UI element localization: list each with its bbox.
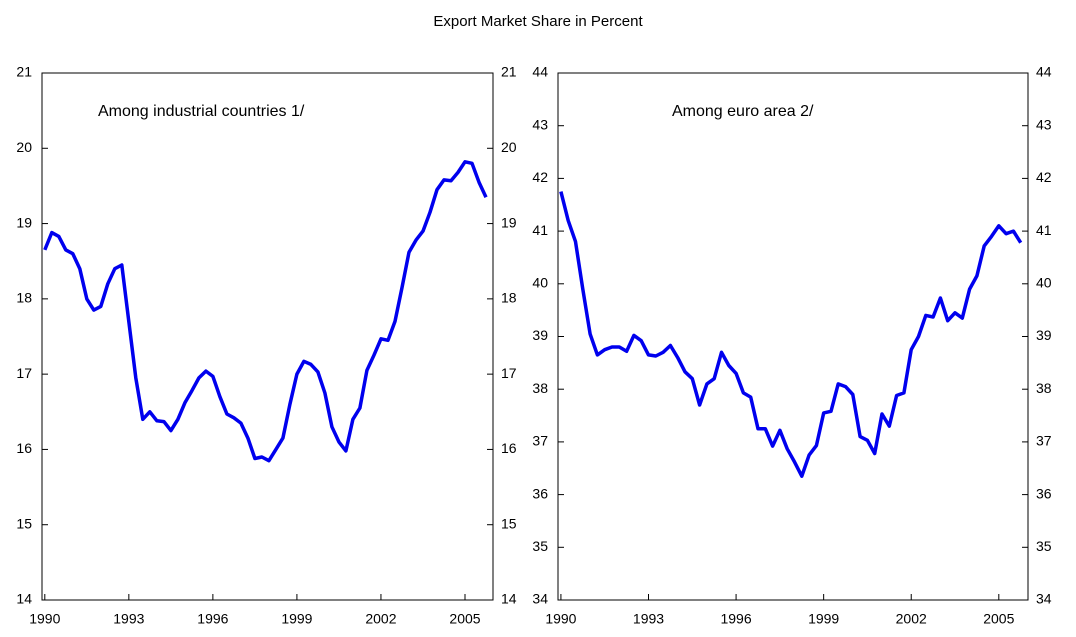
y2-tick-label: 39 xyxy=(1036,327,1052,343)
y2-tick-label: 21 xyxy=(501,64,517,80)
y-tick-label: 19 xyxy=(16,214,32,230)
y2-tick-label: 36 xyxy=(1036,485,1052,501)
y2-tick-label: 18 xyxy=(501,290,517,306)
y-tick-label: 44 xyxy=(532,64,548,80)
y-tick-label: 43 xyxy=(532,116,548,132)
data-line xyxy=(43,160,488,463)
y2-tick-label: 35 xyxy=(1036,538,1052,554)
y2-tick-label: 14 xyxy=(501,591,517,607)
y2-tick-label: 15 xyxy=(501,515,517,531)
y-tick-label: 14 xyxy=(16,591,32,607)
y2-tick-label: 34 xyxy=(1036,591,1052,607)
y-tick-label: 34 xyxy=(532,591,548,607)
y-tick-label: 18 xyxy=(16,290,32,306)
data-line xyxy=(559,191,1023,478)
y2-tick-label: 40 xyxy=(1036,275,1052,291)
y2-tick-label: 43 xyxy=(1036,116,1052,132)
y2-tick-label: 37 xyxy=(1036,433,1052,449)
y2-tick-label: 19 xyxy=(501,214,517,230)
y2-tick-label: 16 xyxy=(501,440,517,456)
y-tick-label: 37 xyxy=(532,433,548,449)
annotation: Among euro area 2/ xyxy=(672,103,814,120)
x-tick-label: 1996 xyxy=(720,611,751,627)
y-tick-label: 20 xyxy=(16,139,32,155)
x-tick-label: 1993 xyxy=(113,611,144,627)
y-tick-label: 40 xyxy=(532,275,548,291)
y2-tick-label: 17 xyxy=(501,365,517,381)
y-tick-label: 17 xyxy=(16,365,32,381)
y-tick-label: 38 xyxy=(532,380,548,396)
y2-tick-label: 38 xyxy=(1036,380,1052,396)
x-tick-label: 2002 xyxy=(365,611,396,627)
y-tick-label: 21 xyxy=(16,64,32,80)
y2-tick-label: 41 xyxy=(1036,222,1052,238)
y-tick-label: 39 xyxy=(532,327,548,343)
y-tick-label: 15 xyxy=(16,515,32,531)
x-tick-label: 1999 xyxy=(281,611,312,627)
x-tick-label: 1993 xyxy=(633,611,664,627)
y-tick-label: 35 xyxy=(532,538,548,554)
plot-frame xyxy=(557,72,1029,601)
x-tick-label: 1990 xyxy=(545,611,576,627)
annotation: Among industrial countries 1/ xyxy=(98,103,305,120)
x-tick-label: 1996 xyxy=(197,611,228,627)
y2-tick-label: 20 xyxy=(501,139,517,155)
x-tick-label: 1990 xyxy=(29,611,60,627)
y-tick-label: 36 xyxy=(532,485,548,501)
x-tick-label: 2005 xyxy=(983,611,1014,627)
plot-frame xyxy=(41,72,494,601)
y-tick-label: 42 xyxy=(532,169,548,185)
x-tick-label: 2005 xyxy=(449,611,480,627)
y-tick-label: 41 xyxy=(532,222,548,238)
x-tick-label: 2002 xyxy=(896,611,927,627)
y2-tick-label: 42 xyxy=(1036,169,1052,185)
x-tick-label: 1999 xyxy=(808,611,839,627)
chart-title: Export Market Share in Percent xyxy=(433,13,643,30)
y2-tick-label: 44 xyxy=(1036,64,1052,80)
y-tick-label: 16 xyxy=(16,440,32,456)
